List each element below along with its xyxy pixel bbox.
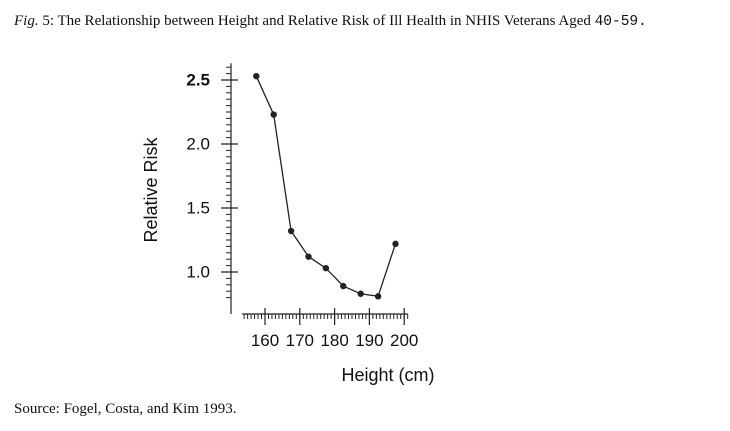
x-tick-label: 180 [320, 331, 348, 350]
data-point [305, 253, 312, 260]
series-line [255, 75, 397, 298]
y-tick-label: 2.0 [186, 135, 210, 154]
figure-title: 5: The Relationship between Height and R… [38, 13, 595, 29]
figure-label: Fig. [14, 13, 39, 29]
source-note: Source: Fogel, Costa, and Kim 1993. [14, 401, 237, 417]
data-point [357, 290, 364, 297]
chart-plot-area [253, 72, 399, 300]
data-point [374, 293, 382, 300]
x-tick-label: 160 [251, 331, 279, 350]
x-tick-label: 200 [390, 331, 418, 350]
data-point [340, 282, 347, 290]
x-tick-label: 190 [355, 331, 383, 350]
age-range: 40-59. [594, 14, 647, 30]
chart-axes: 1.0 1.5 2.0 2.5 160 170 180 190 200 [186, 63, 418, 350]
figure-caption: Fig. 5: The Relationship between Height … [14, 11, 720, 33]
data-point [322, 264, 330, 272]
data-point [287, 227, 295, 235]
x-tick-label: 170 [286, 331, 314, 350]
y-axis-title: Relative Risk [141, 136, 161, 242]
data-point [392, 240, 399, 248]
y-tick-label: 2.5 [186, 71, 210, 90]
x-axis-title: Height (cm) [341, 365, 434, 385]
y-tick-label: 1.0 [186, 263, 210, 282]
data-point [253, 72, 260, 80]
data-point [270, 111, 277, 118]
y-tick-label: 1.5 [186, 199, 210, 218]
